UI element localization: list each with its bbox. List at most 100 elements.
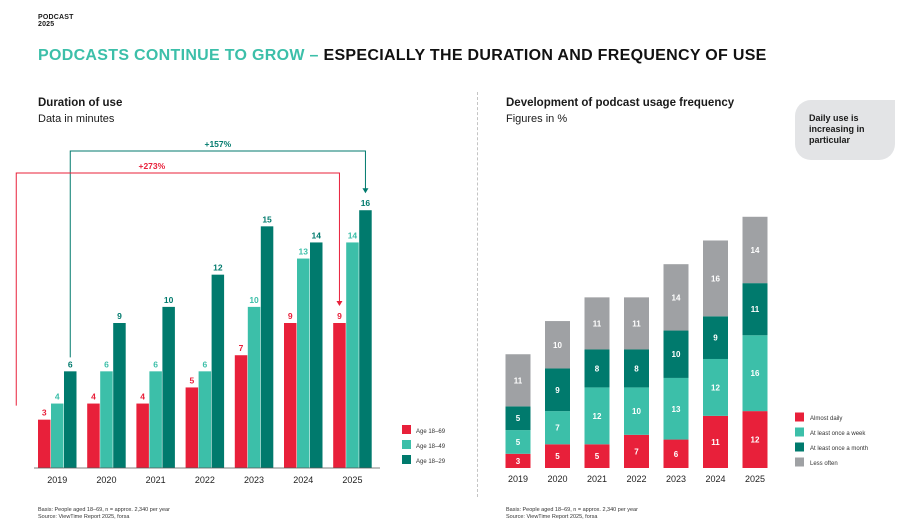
segment-2024-series-1 — [703, 358, 728, 416]
segment-value-label: 9 — [713, 334, 718, 343]
segment-value-label: 11 — [593, 319, 602, 328]
growth-connector-0 — [69, 150, 366, 358]
x-tick-label: 2023 — [244, 475, 264, 485]
callout-box: Daily use is increasing in particular — [795, 100, 895, 160]
segment-value-label: 10 — [553, 341, 562, 350]
segment-value-label: 7 — [555, 424, 560, 433]
legend-swatch — [795, 427, 804, 437]
bar-value-label: 6 — [202, 359, 207, 369]
growth-connector-1 — [15, 172, 340, 406]
brand-logo: PODCAST 2025 — [38, 14, 74, 28]
growth-arrowhead-0 — [362, 188, 369, 194]
bar-2023-series-0 — [234, 355, 248, 468]
segment-2021-series-1 — [584, 387, 610, 445]
bar-2019-series-1 — [51, 403, 64, 468]
bar-value-label: 16 — [361, 198, 371, 208]
segment-value-label: 11 — [751, 305, 760, 314]
bar-2020-series-0 — [87, 403, 100, 468]
segment-value-label: 13 — [672, 405, 681, 414]
bar-2022-series-2 — [211, 274, 225, 468]
bar-value-label: 12 — [213, 263, 223, 273]
bar-value-label: 9 — [288, 311, 293, 321]
segment-value-label: 10 — [632, 407, 641, 416]
left-footnote: Basis: People aged 18–69, n = approx. 2,… — [38, 507, 170, 520]
growth-label: +157% — [204, 139, 231, 149]
growth-label: +273% — [138, 161, 165, 171]
segment-2021-series-2 — [584, 349, 610, 388]
headline-part-1: Podcasts continue to grow – — [38, 47, 319, 64]
bar-value-label: 3 — [42, 408, 47, 418]
x-tick-label: 2020 — [96, 475, 116, 485]
bar-value-label: 14 — [348, 230, 358, 240]
segment-value-label: 3 — [516, 457, 521, 466]
page-headline: Podcasts continue to grow – especially t… — [38, 47, 767, 65]
segment-value-label: 7 — [634, 447, 639, 456]
x-tick-label: 2020 — [547, 474, 567, 484]
segment-value-label: 12 — [593, 412, 602, 421]
x-tick-label: 2019 — [47, 475, 67, 485]
segment-2023-series-3 — [663, 264, 689, 331]
segment-value-label: 14 — [751, 246, 760, 255]
segment-value-label: 16 — [751, 369, 760, 378]
bar-2019-series-0 — [38, 419, 51, 468]
bar-2024-series-2 — [310, 242, 323, 468]
x-tick-label: 2021 — [146, 475, 166, 485]
bar-2023-series-1 — [247, 306, 261, 468]
segment-2023-series-2 — [663, 330, 689, 378]
bar-value-label: 15 — [262, 214, 272, 224]
segment-2025-series-0 — [742, 411, 768, 468]
segment-2022-series-0 — [624, 434, 649, 468]
segment-2020-series-3 — [545, 321, 570, 369]
right-footnote: Basis: People aged 18–69, n = approx. 2,… — [506, 507, 638, 520]
segment-value-label: 6 — [674, 450, 679, 459]
segment-value-label: 5 — [516, 414, 521, 423]
bar-value-label: 4 — [91, 392, 96, 402]
bar-2020-series-2 — [113, 323, 126, 468]
legend-label: At least once a month — [810, 446, 868, 452]
segment-value-label: 10 — [672, 350, 681, 359]
bar-value-label: 7 — [239, 343, 244, 353]
x-tick-label: 2021 — [587, 474, 607, 484]
segment-2025-series-3 — [742, 216, 768, 284]
legend-label: Age 18–29 — [416, 459, 446, 465]
legend-label: Almost daily — [810, 416, 842, 422]
legend-label: Less often — [810, 461, 838, 467]
headline-part-2: especially the duration and frequency of… — [323, 47, 767, 64]
left-chart-title: Duration of use — [38, 97, 123, 109]
x-tick-label: 2023 — [666, 474, 686, 484]
bar-value-label: 14 — [312, 230, 322, 240]
legend-swatch — [402, 440, 411, 449]
segment-2025-series-1 — [742, 335, 768, 412]
segment-value-label: 8 — [595, 364, 600, 373]
segment-value-label: 14 — [672, 293, 681, 302]
bar-2024-series-0 — [284, 323, 297, 468]
segment-2024-series-2 — [703, 316, 728, 359]
segment-value-label: 11 — [514, 376, 523, 385]
segment-2022-series-3 — [624, 297, 649, 350]
growth-arrowhead-1 — [336, 301, 343, 306]
segment-2019-series-1 — [505, 430, 531, 454]
bar-2022-series-0 — [185, 387, 199, 468]
bar-2021-series-1 — [149, 371, 162, 468]
x-tick-label: 2024 — [293, 475, 313, 485]
bar-2024-series-1 — [297, 258, 310, 468]
legend-label: At least once a week — [810, 431, 866, 437]
brand-line-2: 2025 — [38, 21, 55, 28]
bar-2025-series-1 — [346, 242, 359, 468]
legend-label: Age 18–49 — [416, 444, 446, 450]
segment-value-label: 5 — [595, 452, 600, 461]
bar-value-label: 6 — [153, 359, 158, 369]
segment-value-label: 8 — [634, 364, 639, 373]
segment-value-label: 11 — [711, 438, 720, 447]
segment-value-label: 12 — [711, 383, 720, 392]
x-tick-label: 2022 — [195, 475, 215, 485]
legend-swatch — [402, 455, 411, 464]
bar-value-label: 5 — [189, 375, 194, 385]
duration-chart: 3462019469202046102021561220227101520239… — [15, 139, 446, 485]
segment-value-label: 9 — [555, 386, 560, 395]
bar-value-label: 10 — [249, 295, 259, 305]
bar-2021-series-0 — [136, 403, 149, 468]
bar-2021-series-2 — [162, 306, 175, 468]
segment-2024-series-0 — [703, 415, 728, 468]
segment-2022-series-2 — [624, 349, 649, 388]
